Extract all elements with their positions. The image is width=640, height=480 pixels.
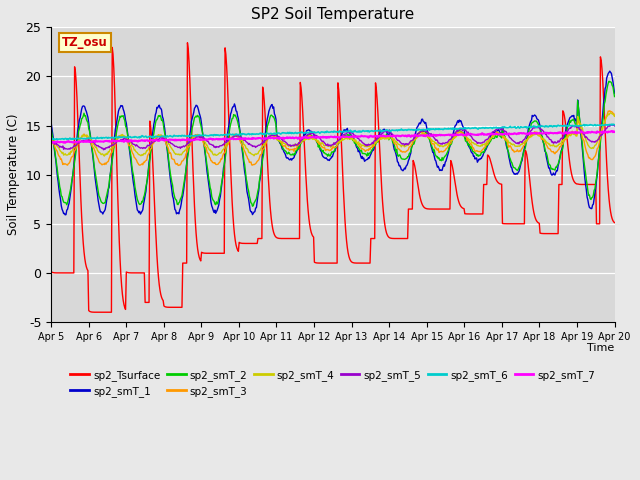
sp2_Tsurface bbox=[611, 220, 618, 226]
sp2_smT_3 bbox=[203, 149, 211, 155]
sp2_smT_6 bbox=[402, 127, 410, 133]
sp2_smT_5 bbox=[173, 144, 181, 150]
sp2_smT_4 bbox=[58, 149, 65, 155]
sp2_Tsurface bbox=[403, 236, 411, 241]
Line: sp2_smT_6: sp2_smT_6 bbox=[51, 124, 614, 140]
sp2_smT_5 bbox=[100, 147, 108, 153]
sp2_smT_5 bbox=[419, 128, 426, 134]
sp2_smT_7 bbox=[402, 133, 410, 139]
sp2_Tsurface bbox=[173, 304, 181, 310]
sp2_smT_6 bbox=[54, 137, 61, 143]
sp2_smT_3 bbox=[175, 163, 182, 168]
sp2_smT_4 bbox=[402, 143, 410, 149]
sp2_smT_4 bbox=[100, 153, 108, 159]
sp2_Tsurface bbox=[108, 309, 115, 315]
sp2_smT_1 bbox=[116, 105, 124, 110]
sp2_smT_1 bbox=[61, 212, 69, 218]
sp2_smT_2 bbox=[419, 129, 426, 135]
sp2_smT_3 bbox=[115, 133, 123, 139]
sp2_smT_5 bbox=[116, 138, 124, 144]
sp2_Tsurface bbox=[58, 270, 65, 276]
sp2_smT_1 bbox=[47, 120, 55, 125]
sp2_Tsurface bbox=[184, 40, 191, 46]
sp2_smT_5 bbox=[611, 123, 618, 129]
sp2_smT_3 bbox=[606, 108, 614, 114]
Text: Time: Time bbox=[588, 343, 614, 353]
Legend: sp2_Tsurface, sp2_smT_1, sp2_smT_2, sp2_smT_3, sp2_smT_4, sp2_smT_5, sp2_smT_6, : sp2_Tsurface, sp2_smT_1, sp2_smT_2, sp2_… bbox=[67, 366, 599, 401]
sp2_smT_7 bbox=[173, 137, 181, 143]
sp2_smT_1 bbox=[58, 203, 65, 209]
sp2_Tsurface bbox=[419, 204, 427, 209]
sp2_smT_5 bbox=[203, 138, 211, 144]
Line: sp2_smT_2: sp2_smT_2 bbox=[51, 81, 614, 206]
sp2_smT_2 bbox=[249, 204, 257, 209]
sp2_Tsurface bbox=[47, 269, 55, 275]
sp2_smT_6 bbox=[58, 136, 66, 142]
sp2_smT_3 bbox=[402, 149, 410, 155]
Line: sp2_smT_7: sp2_smT_7 bbox=[51, 131, 614, 143]
sp2_smT_2 bbox=[173, 197, 180, 203]
sp2_smT_3 bbox=[47, 135, 55, 141]
sp2_smT_7 bbox=[203, 137, 211, 143]
sp2_smT_2 bbox=[47, 124, 55, 130]
sp2_smT_4 bbox=[47, 135, 55, 141]
Line: sp2_smT_5: sp2_smT_5 bbox=[51, 125, 614, 150]
sp2_smT_1 bbox=[419, 116, 426, 122]
sp2_smT_5 bbox=[607, 122, 615, 128]
sp2_smT_6 bbox=[609, 121, 617, 127]
sp2_smT_1 bbox=[611, 90, 618, 96]
sp2_smT_5 bbox=[402, 141, 410, 147]
sp2_smT_6 bbox=[47, 137, 55, 143]
sp2_smT_3 bbox=[419, 131, 426, 137]
sp2_smT_3 bbox=[58, 156, 65, 162]
sp2_smT_7 bbox=[61, 140, 69, 145]
sp2_smT_7 bbox=[116, 138, 124, 144]
Line: sp2_smT_1: sp2_smT_1 bbox=[51, 71, 614, 215]
sp2_smT_1 bbox=[203, 169, 211, 175]
sp2_smT_1 bbox=[606, 68, 614, 74]
sp2_smT_6 bbox=[203, 133, 211, 139]
Text: TZ_osu: TZ_osu bbox=[62, 36, 108, 49]
sp2_smT_5 bbox=[58, 144, 65, 150]
sp2_smT_4 bbox=[203, 142, 211, 148]
sp2_smT_2 bbox=[202, 158, 210, 164]
sp2_smT_1 bbox=[402, 163, 410, 169]
sp2_smT_4 bbox=[611, 113, 618, 119]
sp2_smT_2 bbox=[611, 94, 618, 99]
Title: SP2 Soil Temperature: SP2 Soil Temperature bbox=[251, 7, 415, 22]
sp2_smT_7 bbox=[611, 129, 618, 135]
sp2_smT_7 bbox=[58, 139, 65, 145]
sp2_Tsurface bbox=[116, 257, 124, 263]
Y-axis label: Soil Temperature (C): Soil Temperature (C) bbox=[7, 114, 20, 235]
Line: sp2_smT_4: sp2_smT_4 bbox=[51, 113, 614, 156]
sp2_smT_6 bbox=[419, 127, 426, 132]
sp2_smT_5 bbox=[47, 140, 55, 145]
sp2_smT_3 bbox=[611, 113, 618, 119]
sp2_smT_7 bbox=[607, 128, 615, 134]
sp2_smT_2 bbox=[115, 117, 123, 123]
sp2_smT_6 bbox=[173, 133, 181, 139]
sp2_smT_4 bbox=[116, 133, 124, 139]
sp2_smT_4 bbox=[173, 151, 181, 157]
sp2_smT_7 bbox=[419, 132, 426, 138]
sp2_smT_2 bbox=[58, 193, 65, 199]
sp2_smT_6 bbox=[611, 122, 618, 128]
sp2_smT_4 bbox=[607, 110, 614, 116]
sp2_smT_6 bbox=[116, 134, 124, 140]
sp2_smT_7 bbox=[47, 139, 55, 145]
sp2_smT_2 bbox=[402, 156, 410, 161]
Line: sp2_smT_3: sp2_smT_3 bbox=[51, 111, 614, 166]
sp2_smT_1 bbox=[173, 210, 181, 216]
sp2_Tsurface bbox=[204, 251, 212, 256]
sp2_smT_3 bbox=[173, 161, 180, 167]
sp2_smT_4 bbox=[419, 131, 426, 136]
Line: sp2_Tsurface: sp2_Tsurface bbox=[51, 43, 614, 312]
sp2_smT_2 bbox=[605, 78, 613, 84]
